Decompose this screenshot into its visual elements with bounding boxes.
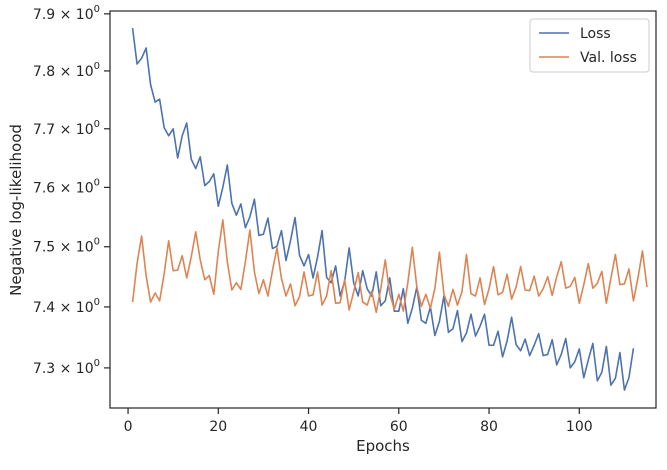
x-tick-label: 20 [209,419,227,435]
y-tick-label: 7.7 × 100 [33,119,100,138]
y-tick-base: × 10 [60,240,94,256]
series-line-loss [131,27,635,391]
y-tick-mantissa: 7.4 [33,300,60,316]
y-tick-exponent: 0 [94,358,100,369]
y-tick-exponent: 0 [94,4,100,15]
x-tick-label: 0 [124,419,133,435]
x-tick-label: 80 [480,419,498,435]
y-tick-label: 7.6 × 100 [33,177,100,196]
x-axis-label: Epochs [356,437,410,455]
y-tick-mantissa: 7.6 [33,180,60,196]
x-tick-label: 100 [566,419,593,435]
y-tick-exponent: 0 [94,61,100,72]
series-line-val-loss [131,219,648,314]
x-tick-label: 60 [390,419,408,435]
y-tick-exponent: 0 [94,177,100,188]
x-tick-label: 40 [300,419,318,435]
y-tick-mantissa: 7.9 [33,7,60,23]
y-tick-base: × 10 [60,300,94,316]
y-tick-mantissa: 7.3 [33,361,60,377]
y-tick-exponent: 0 [94,297,100,308]
legend-label: Val. loss [580,50,637,66]
y-tick-exponent: 0 [94,119,100,130]
y-tick-exponent: 0 [94,237,100,248]
y-tick-label: 7.3 × 100 [33,358,100,377]
y-tick-mantissa: 7.7 [33,122,60,138]
y-tick-label: 7.5 × 100 [33,237,100,256]
legend-label: Loss [580,26,611,42]
series-layer [131,27,648,391]
y-tick-base: × 10 [60,64,94,80]
y-tick-base: × 10 [60,180,94,196]
y-axis-label: Negative log-likelihood [7,124,25,296]
y-tick-base: × 10 [60,122,94,138]
x-axis: 0 20 40 60 80 100 [124,408,593,435]
y-tick-label: 7.9 × 100 [33,4,100,23]
y-tick-base: × 10 [60,361,94,377]
legend: Loss Val. loss [529,18,650,73]
y-tick-base: × 10 [60,7,94,23]
y-tick-label: 7.4 × 100 [33,297,100,316]
y-tick-label: 7.8 × 100 [33,61,100,80]
y-tick-mantissa: 7.5 [33,240,60,256]
y-tick-mantissa: 7.8 [33,64,60,80]
